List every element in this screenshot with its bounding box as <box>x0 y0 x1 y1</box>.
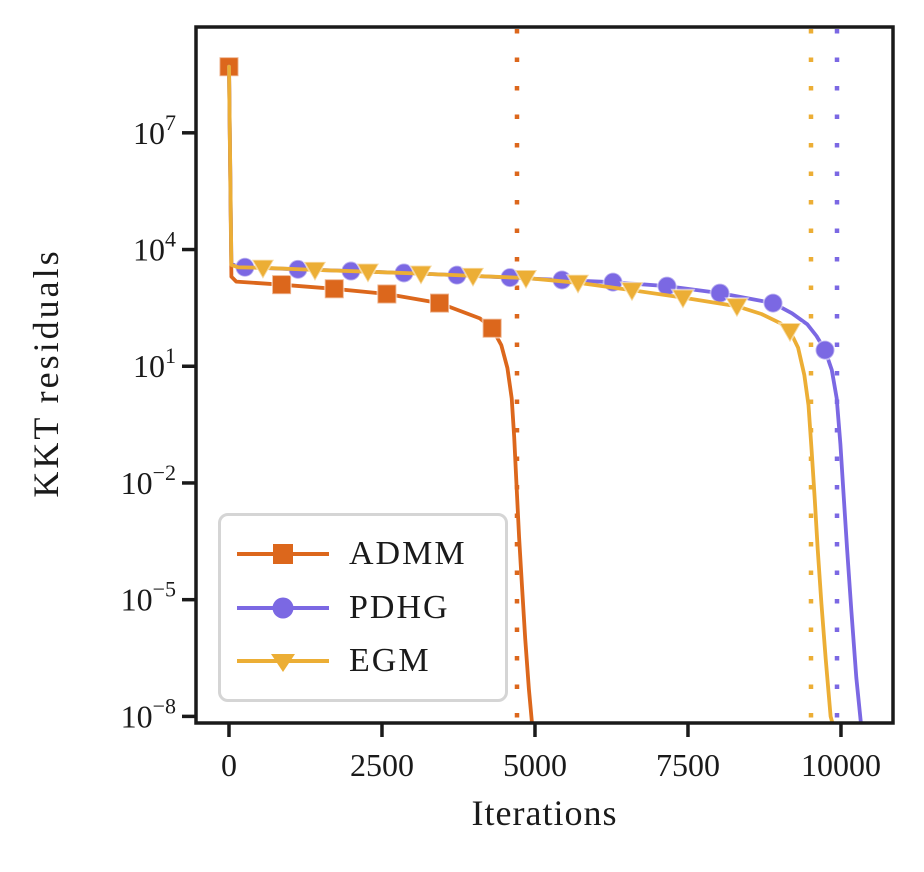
series-markers-egm <box>250 258 803 344</box>
legend-label-egm: EGM <box>349 641 431 679</box>
marker-triangle <box>619 281 645 304</box>
legend-item-pdhg: PDHG <box>221 588 505 626</box>
axes-frame <box>194 25 895 725</box>
marker-triangle <box>408 264 434 287</box>
y-tick-label: 10−2 <box>121 460 176 501</box>
marker-triangle <box>302 260 328 283</box>
legend-circle-marker-icon <box>237 597 329 618</box>
legend-item-admm: ADMM <box>221 537 505 571</box>
y-tick-label: 10−5 <box>121 577 176 618</box>
legend: ADMM PDHG EGM <box>218 513 508 702</box>
x-axis-label: Iterations <box>471 793 618 833</box>
legend-square-marker-icon <box>237 544 329 565</box>
marker-circle <box>814 339 836 361</box>
marker-square <box>429 292 450 314</box>
series-markers-admm <box>218 56 503 339</box>
marker-square <box>323 278 345 300</box>
x-tick-label: 7500 <box>656 747 720 783</box>
plot-clip-group <box>218 29 863 723</box>
legend-label-pdhg: PDHG <box>349 588 450 626</box>
y-tick-label: 107 <box>133 110 176 151</box>
legend-triangle-marker-icon <box>237 653 329 672</box>
y-tick-label: 10−8 <box>121 693 176 734</box>
marker-triangle <box>724 297 750 319</box>
x-tick-label: 5000 <box>503 747 567 783</box>
marker-triangle <box>565 273 591 296</box>
marker-square <box>376 283 398 305</box>
y-tick-label: 104 <box>133 227 176 268</box>
legend-label-admm: ADMM <box>349 535 467 573</box>
marker-circle <box>762 292 784 314</box>
marker-triangle <box>250 258 276 281</box>
y-axis-label: KKT residuals <box>26 248 66 498</box>
marker-square <box>271 274 293 296</box>
series-line-egm <box>227 64 835 723</box>
marker-triangle <box>460 267 486 289</box>
marker-square <box>481 317 503 339</box>
x-tick-label: 10000 <box>801 747 881 783</box>
x-tick-label: 0 <box>221 747 237 783</box>
y-tick-label: 101 <box>133 343 176 384</box>
marker-triangle <box>777 322 803 344</box>
marker-triangle <box>670 288 696 311</box>
marker-triangle <box>355 262 381 285</box>
x-tick-label: 2500 <box>350 747 414 783</box>
marker-triangle <box>513 269 539 291</box>
legend-item-egm: EGM <box>221 641 505 679</box>
